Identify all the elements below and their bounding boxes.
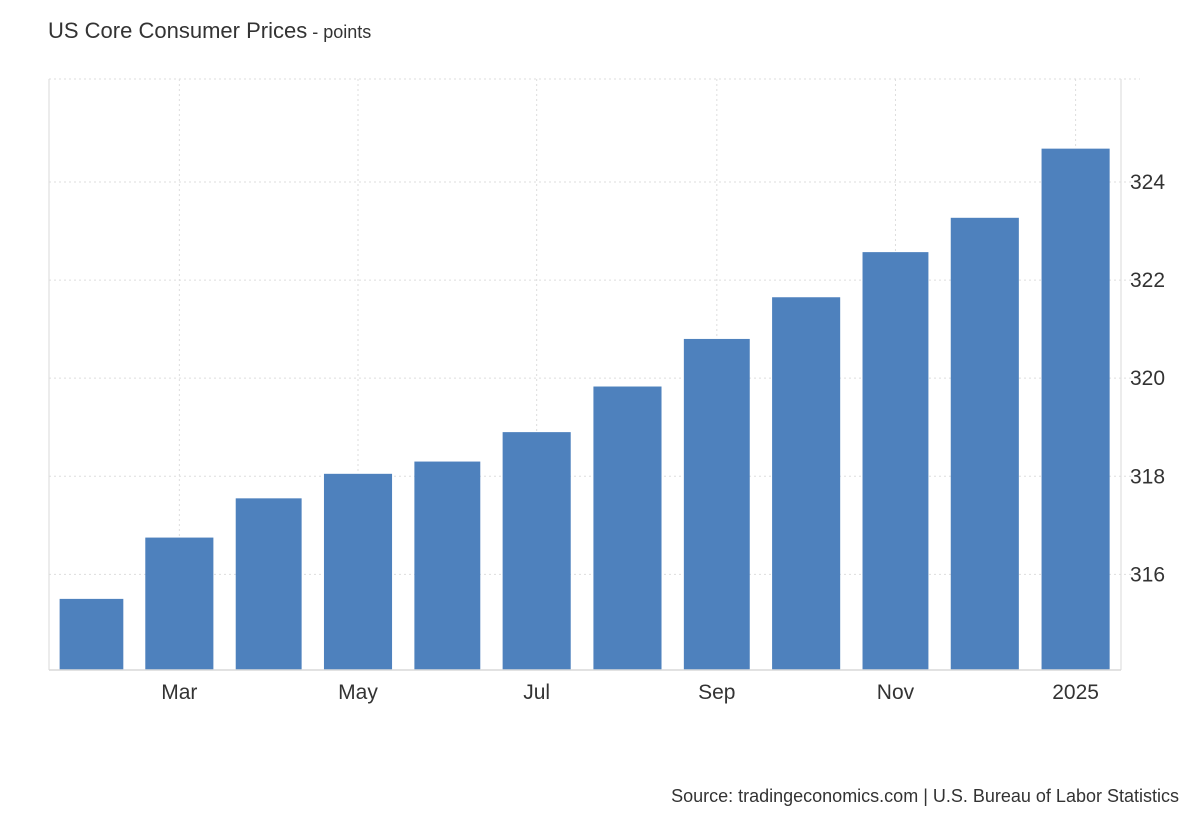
bar-2024-07[interactable] (502, 432, 571, 670)
y-tick-label: 316 (1130, 563, 1165, 586)
x-tick-label: Jul (523, 681, 550, 704)
chart-title-block: US Core Consumer Prices - points (48, 18, 371, 44)
bar-2024-08[interactable] (593, 386, 662, 670)
axes (48, 79, 1122, 671)
bar-2024-06[interactable] (414, 461, 481, 670)
bar-2024-12[interactable] (950, 217, 1019, 670)
bar-2024-03[interactable] (145, 537, 214, 670)
y-tick-label: 324 (1130, 171, 1165, 194)
bar-2024-05[interactable] (323, 473, 393, 670)
x-tick-label: Sep (698, 681, 735, 704)
tick-labels: 316 318 320 322 324 Mar May Jul Sep Nov 2025 (161, 171, 1165, 704)
y-tick-label: 322 (1130, 269, 1165, 292)
y-tick-label: 320 (1130, 367, 1165, 390)
bar-2024-09[interactable] (683, 338, 750, 670)
chart-unit: points (323, 22, 372, 42)
x-tick-label: May (338, 681, 378, 704)
bar-2024-02[interactable] (59, 598, 124, 670)
x-tick-label: 2025 (1052, 681, 1099, 704)
source-note: Source: tradingeconomics.com | U.S. Bure… (671, 786, 1179, 806)
bar-2025-01[interactable] (1041, 148, 1110, 671)
chart-title-separator: - (307, 22, 324, 42)
y-tick-label: 318 (1130, 465, 1165, 488)
bar-2024-04[interactable] (235, 498, 302, 670)
bars (59, 148, 1110, 671)
chart-title: US Core Consumer Prices (48, 18, 308, 43)
bar-2024-11[interactable] (862, 252, 929, 671)
bar-2024-10[interactable] (772, 297, 841, 670)
x-tick-label: Mar (161, 681, 197, 704)
x-tick-label: Nov (877, 681, 915, 704)
